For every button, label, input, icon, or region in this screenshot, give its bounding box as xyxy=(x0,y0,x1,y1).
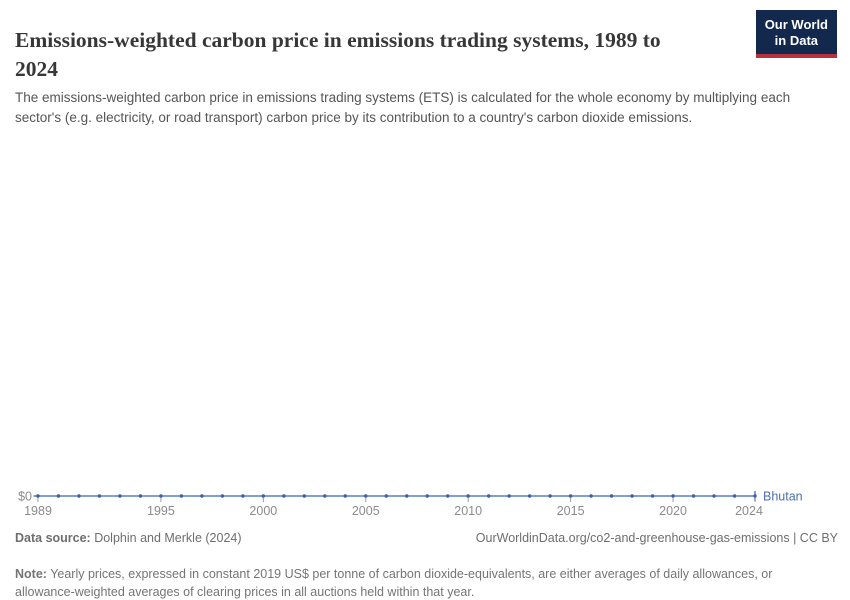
data-point-1992[interactable] xyxy=(97,494,102,498)
note-label: Note: xyxy=(15,566,47,581)
note-value: Yearly prices, expressed in constant 201… xyxy=(15,566,773,600)
data-point-2005[interactable] xyxy=(364,494,368,498)
x-axis-label-2020: 2020 xyxy=(659,504,687,518)
x-axis-label-1989: 1989 xyxy=(24,504,52,518)
data-point-1994[interactable] xyxy=(138,494,143,498)
data-point-2010[interactable] xyxy=(466,494,470,498)
data-point-2002[interactable] xyxy=(302,494,307,498)
data-point-2017[interactable] xyxy=(609,494,614,498)
data-source-value: Dolphin and Merkle (2024) xyxy=(90,531,242,545)
data-point-2007[interactable] xyxy=(405,494,409,498)
data-point-2000[interactable] xyxy=(261,494,266,498)
footer-sources-row: Data source: Dolphin and Merkle (2024) O… xyxy=(15,531,838,545)
data-point-2004[interactable] xyxy=(343,494,347,498)
page-title: Emissions-weighted carbon price in emiss… xyxy=(15,28,661,81)
data-point-1989[interactable] xyxy=(36,494,40,498)
data-point-1997[interactable] xyxy=(200,494,204,498)
data-source: Data source: Dolphin and Merkle (2024) xyxy=(15,531,242,545)
data-point-2003[interactable] xyxy=(323,494,327,498)
data-point-2011[interactable] xyxy=(486,494,491,498)
data-point-1991[interactable] xyxy=(77,494,81,498)
data-point-1996[interactable] xyxy=(179,494,184,498)
data-point-1990[interactable] xyxy=(56,494,61,498)
owid-logo[interactable]: Our World in Data xyxy=(755,10,837,58)
attribution: OurWorldinData.org/co2-and-greenhouse-ga… xyxy=(475,531,838,545)
data-point-2015[interactable] xyxy=(568,494,573,498)
data-point-1993[interactable] xyxy=(118,494,122,498)
data-point-1995[interactable] xyxy=(159,494,163,498)
entity-label-bhutan[interactable]: Bhutan xyxy=(763,490,803,504)
footer-note: Note: Yearly prices, expressed in consta… xyxy=(15,565,827,600)
x-axis-label-2010: 2010 xyxy=(454,504,482,518)
data-point-2009[interactable] xyxy=(446,494,450,498)
x-axis-label-2024: 2024 xyxy=(735,504,763,518)
data-point-2021[interactable] xyxy=(691,494,696,498)
chart-subtitle: The emissions-weighted carbon price in e… xyxy=(15,89,791,125)
data-point-2023[interactable] xyxy=(732,494,737,498)
owid-logo-line1: Our World xyxy=(764,17,828,32)
data-point-1999[interactable] xyxy=(241,494,245,498)
data-point-2014[interactable] xyxy=(548,494,552,498)
data-point-2012[interactable] xyxy=(507,494,511,498)
data-point-2013[interactable] xyxy=(527,494,532,498)
data-point-2016[interactable] xyxy=(589,494,593,498)
data-point-2020[interactable] xyxy=(671,494,675,498)
x-axis-label-2015: 2015 xyxy=(557,504,585,518)
owid-logo-line2: in Data xyxy=(774,32,819,48)
data-point-2022[interactable] xyxy=(712,494,716,498)
x-axis-label-2000: 2000 xyxy=(249,504,277,518)
data-point-2006[interactable] xyxy=(384,494,388,498)
data-point-2008[interactable] xyxy=(425,494,429,498)
x-axis-label-2005: 2005 xyxy=(352,504,380,518)
data-point-2019[interactable] xyxy=(650,494,655,498)
data-point-2018[interactable] xyxy=(630,494,634,498)
x-axis-label-1995: 1995 xyxy=(147,504,175,518)
data-point-2001[interactable] xyxy=(282,494,286,498)
data-source-label: Data source: xyxy=(15,531,91,545)
data-point-2024[interactable] xyxy=(753,494,757,498)
data-point-1998[interactable] xyxy=(220,494,225,498)
y-axis-zero-label: $0 xyxy=(18,490,32,504)
